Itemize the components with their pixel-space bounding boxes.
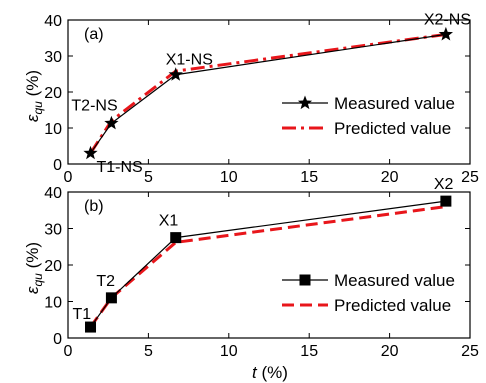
data-point-marker [170,232,182,244]
x-tick-label: 20 [381,343,399,360]
panel-label: (b) [84,198,104,215]
y-tick-label: 10 [44,295,62,312]
y-tick-label: 30 [44,222,62,239]
series-line-measured [90,200,446,328]
y-tick-label: 0 [53,331,62,348]
data-point-marker [438,26,453,41]
x-tick-label: 25 [461,169,479,186]
x-tick-label: 0 [64,343,73,360]
plot-frame [67,191,471,339]
x-axis-label: t (%) [252,363,288,382]
point-annotation: T2-NS [71,97,117,114]
y-tick-label: 10 [44,121,62,138]
point-annotation: X2-NS [424,11,471,28]
legend-label-predicted: Predicted value [334,296,451,315]
point-annotation: X2 [434,176,454,193]
data-point-marker [105,292,117,304]
data-point-marker [85,321,97,333]
x-tick-label: 5 [144,169,153,186]
x-tick-label: 20 [381,169,399,186]
y-tick-label: 40 [44,13,62,30]
x-tick-label: 15 [300,169,318,186]
y-axis-label-a: εqu (%) [23,70,45,122]
y-tick-label: 40 [44,185,62,202]
point-annotation: X1 [159,213,179,230]
x-tick-label: 25 [461,343,479,360]
y-tick-label: 30 [44,49,62,66]
y-axis-label-b: εqu (%) [23,242,45,294]
x-tick-label: 0 [64,169,73,186]
legend-marker-measured [299,274,311,286]
point-annotation: T2 [96,273,115,290]
series-line-predicted [89,205,447,328]
legend-marker-measured [297,95,313,110]
x-tick-label: 15 [300,343,318,360]
legend-label-measured: Measured value [334,94,455,113]
y-tick-label: 20 [44,85,62,102]
y-tick-label: 0 [53,157,62,174]
point-annotation: T1-NS [97,159,143,176]
series-line-predicted [89,32,447,155]
data-point-marker [83,145,98,160]
y-tick-label: 20 [44,258,62,275]
point-annotation: X1-NS [166,52,213,69]
panel-a: 0 5 10 15 20 25 0 10 20 30 40 T1-NS T2-NS X1-NS X2-NS (… [44,11,479,186]
series-line-measured [90,33,446,154]
point-annotation: T1 [73,306,92,323]
legend-label-predicted: Predicted value [334,119,451,138]
data-point-marker [104,115,119,130]
x-tick-label: 5 [144,343,153,360]
x-tick-label: 10 [220,343,238,360]
x-tick-label: 10 [220,169,238,186]
plot-frame [67,19,471,165]
data-point-marker [440,195,452,207]
panel-label: (a) [84,26,104,43]
legend-label-measured: Measured value [334,271,455,290]
data-point-marker [168,67,183,81]
